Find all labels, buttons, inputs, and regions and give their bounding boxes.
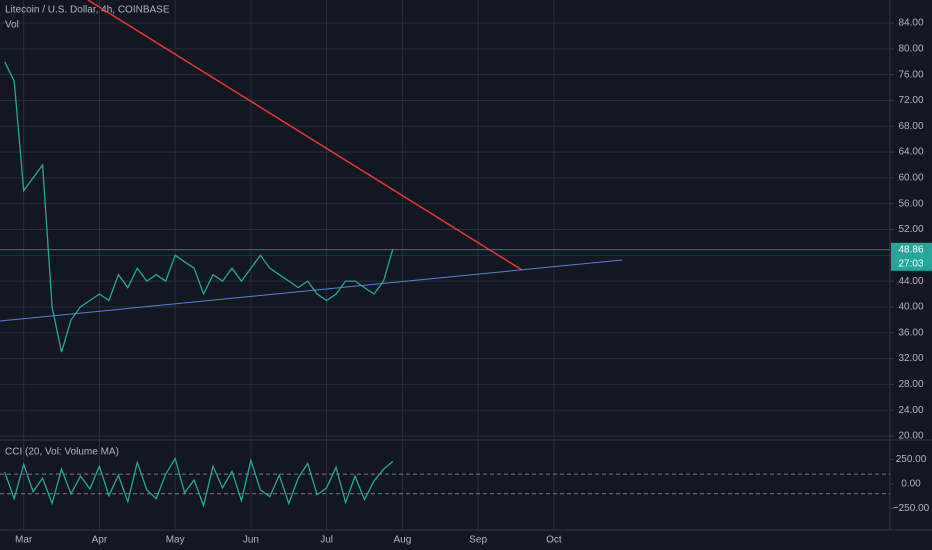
cci-line xyxy=(4,456,394,508)
countdown-label: 27:03 xyxy=(898,258,923,269)
last-price-label: 48.86 xyxy=(898,244,923,255)
y-tick-label: 36.00 xyxy=(898,327,923,338)
x-tick-label: Sep xyxy=(469,535,487,546)
y-tick-label: 56.00 xyxy=(898,198,923,209)
y-tick-label: 68.00 xyxy=(898,121,923,132)
y-tick-label: 84.00 xyxy=(898,18,923,29)
price-line xyxy=(4,61,394,353)
y-tick-label: 250.00 xyxy=(896,454,927,465)
indicator-title: CCI (20, Vol: Volume MA) xyxy=(5,447,119,458)
y-tick-label: −250.00 xyxy=(893,503,930,514)
y-tick-label: 72.00 xyxy=(898,95,923,106)
y-tick-label: 0.00 xyxy=(901,479,921,490)
x-tick-label: Oct xyxy=(546,535,562,546)
x-tick-label: Mar xyxy=(15,535,33,546)
chart-title: Litecoin / U.S. Dollar, 4h, COINBASE xyxy=(5,5,170,16)
trend-line-red xyxy=(87,0,523,271)
x-tick-label: Aug xyxy=(393,535,411,546)
trend-line-blue xyxy=(0,259,623,322)
x-tick-label: Jul xyxy=(320,535,333,546)
y-tick-label: 28.00 xyxy=(898,379,923,390)
x-tick-label: May xyxy=(166,535,185,546)
y-tick-label: 40.00 xyxy=(898,302,923,313)
y-tick-label: 76.00 xyxy=(898,69,923,80)
y-tick-label: 32.00 xyxy=(898,353,923,364)
x-tick-label: Apr xyxy=(92,535,108,546)
y-tick-label: 60.00 xyxy=(898,173,923,184)
y-tick-label: 24.00 xyxy=(898,405,923,416)
last-price-tag xyxy=(891,242,932,271)
y-tick-label: 20.00 xyxy=(898,431,923,442)
y-tick-label: 52.00 xyxy=(898,224,923,235)
y-tick-label: 80.00 xyxy=(898,43,923,54)
y-tick-label: 64.00 xyxy=(898,147,923,158)
volume-label: Vol xyxy=(5,20,19,31)
y-tick-label: 44.00 xyxy=(898,276,923,287)
x-tick-label: Jun xyxy=(243,535,259,546)
